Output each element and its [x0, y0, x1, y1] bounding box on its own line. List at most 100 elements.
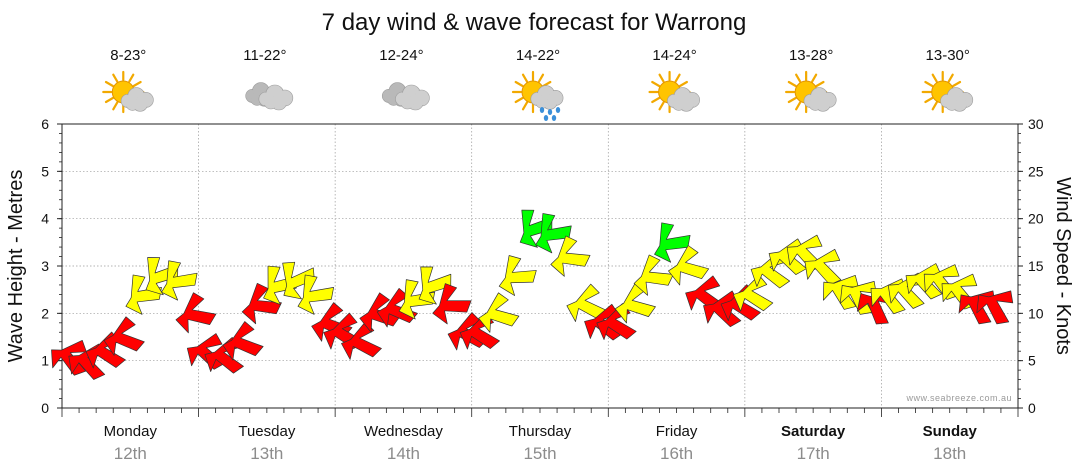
sun-ray — [521, 73, 529, 83]
temp-range-thursday: 14-22° — [516, 47, 560, 64]
wind-arrow-head — [732, 274, 774, 312]
sun-ray — [658, 73, 665, 83]
wind-arrow-head — [175, 292, 217, 334]
wind-arrow-head — [478, 292, 520, 333]
rain-drop — [539, 107, 545, 113]
sun-ray — [924, 96, 934, 104]
right-tick-label: 10 — [1028, 305, 1044, 321]
day-label-thursday: Thursday — [509, 423, 572, 440]
temp-range-friday: 14-24° — [652, 47, 696, 64]
sun-ray — [514, 80, 524, 88]
right-tick-label: 5 — [1028, 353, 1036, 369]
wind-arrow-head — [976, 290, 1014, 325]
wind-arrow-head — [432, 283, 472, 325]
wind-arrow — [175, 292, 217, 334]
day-label-sunday: Sunday — [923, 423, 978, 440]
x-axis-ticks — [61, 408, 1019, 417]
sun-ray — [931, 101, 938, 111]
wind-arrow-head — [161, 260, 198, 301]
wind-arrow-head — [222, 321, 264, 361]
sun-ray — [952, 80, 962, 88]
wind-arrow-head — [654, 222, 691, 263]
cloud-puff-fill — [946, 97, 958, 110]
sun-ray — [132, 80, 142, 88]
left-tick-label: 5 — [41, 163, 49, 179]
date-label-sunday: 18th — [933, 444, 966, 463]
wind-arrow — [297, 274, 334, 315]
cloud-icon — [245, 82, 294, 111]
left-tick-label: 2 — [41, 305, 49, 321]
wind-arrow — [633, 254, 674, 296]
sun-ray — [542, 80, 552, 88]
sun-ray — [947, 73, 954, 83]
wind-arrow — [732, 274, 774, 312]
sun-ray — [112, 101, 119, 111]
wind-arrows — [51, 209, 1014, 380]
date-label-wednesday: 14th — [387, 444, 420, 463]
wind-arrow — [519, 209, 553, 248]
sun-cloud-icon — [921, 70, 974, 114]
rain-drop — [543, 115, 549, 121]
weather-icons-row — [102, 70, 974, 121]
left-tick-label: 0 — [41, 400, 49, 416]
day-labels: Monday 12th Tuesday 13th Wednesday 14th Thursd… — [104, 423, 978, 463]
sun-ray — [787, 80, 797, 88]
sun-ray — [924, 80, 934, 88]
cloud-puff-fill — [264, 95, 278, 109]
rain-drop — [547, 109, 553, 115]
wind-arrow — [654, 222, 691, 263]
wind-arrow — [804, 248, 842, 286]
cloud-shape — [803, 87, 837, 112]
wind-arrow-head — [804, 248, 842, 286]
sun-ray — [678, 80, 688, 88]
wind-arrow-head — [535, 213, 572, 254]
wind-arrow-head — [905, 263, 943, 300]
sun-ray — [104, 80, 114, 88]
wind-arrow — [905, 263, 943, 300]
left-tick-label: 1 — [41, 353, 49, 369]
sun-ray — [674, 73, 681, 83]
left-axis-ticks: 0 1 2 3 4 5 6 — [41, 116, 62, 416]
right-axis-ticks: 0 5 10 15 20 25 30 — [1018, 116, 1044, 416]
sun-ray — [651, 96, 661, 104]
wind-arrow — [398, 279, 436, 320]
wind-arrow-head — [103, 316, 145, 356]
cloud-shape — [395, 84, 430, 111]
wind-arrow — [282, 261, 315, 300]
wind-arrow — [241, 282, 282, 325]
sun-ray — [931, 73, 938, 83]
wind-arrow — [535, 213, 572, 254]
temp-range-monday: 8-23° — [110, 47, 146, 64]
wind-arrow — [550, 235, 591, 277]
right-tick-label: 30 — [1028, 116, 1044, 132]
sun-ray — [537, 73, 545, 83]
date-label-friday: 16th — [660, 444, 693, 463]
wind-arrow-head — [418, 266, 452, 305]
sun-ray — [787, 96, 797, 104]
wind-arrow — [418, 266, 452, 305]
day-label-friday: Friday — [656, 423, 698, 440]
date-label-thursday: 15th — [523, 444, 556, 463]
left-tick-label: 3 — [41, 258, 49, 274]
day-label-saturday: Saturday — [781, 423, 846, 440]
wind-arrow — [976, 290, 1014, 325]
right-tick-label: 0 — [1028, 400, 1036, 416]
gridlines — [62, 124, 1018, 408]
date-label-tuesday: 13th — [250, 444, 283, 463]
cloud-icon — [381, 82, 430, 111]
date-label-monday: 12th — [114, 444, 147, 463]
right-tick-label: 25 — [1028, 163, 1044, 179]
day-label-monday: Monday — [104, 423, 158, 440]
cloud-puff-fill — [401, 95, 414, 109]
cloud-puff-fill — [536, 95, 549, 108]
cloud-shape — [940, 87, 974, 112]
sun-ray — [112, 73, 119, 83]
wind-arrow — [222, 321, 264, 361]
wind-arrow — [432, 283, 472, 325]
sun-ray — [521, 101, 529, 111]
cloud-shape — [530, 85, 564, 110]
wind-arrow-head — [282, 261, 315, 300]
wind-arrow — [668, 245, 710, 286]
sun-ray — [104, 96, 114, 104]
